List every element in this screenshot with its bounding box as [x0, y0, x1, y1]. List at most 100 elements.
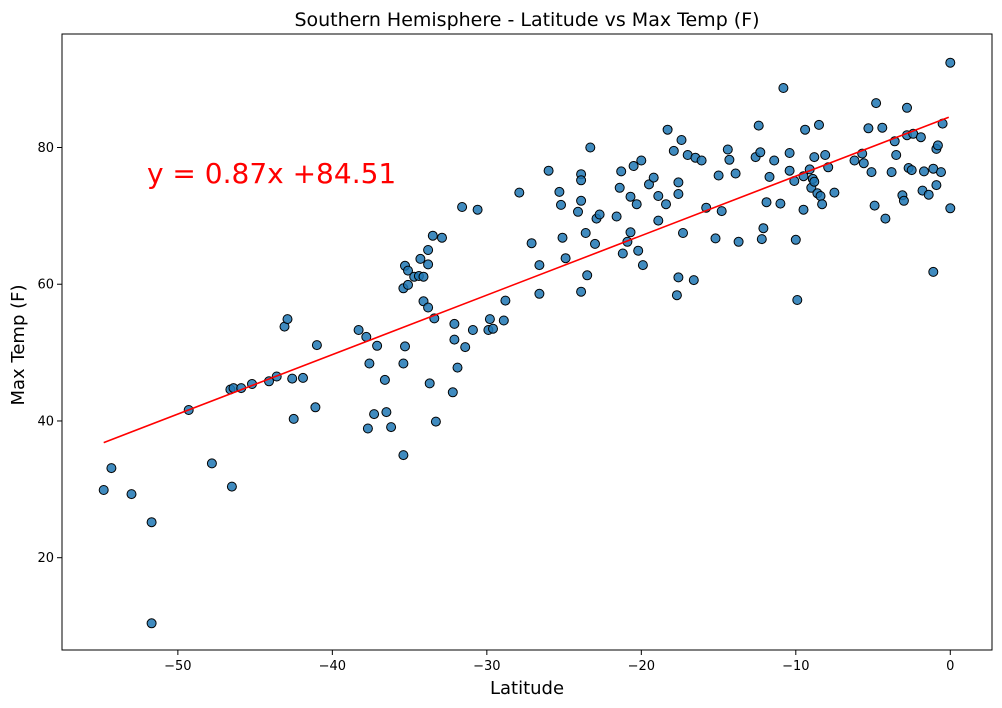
data-point [146, 618, 157, 629]
data-point [866, 167, 877, 178]
data-point [362, 423, 373, 434]
data-point [644, 179, 654, 190]
data-point [817, 199, 828, 210]
data-point [614, 182, 625, 193]
data-point [353, 325, 364, 335]
data-point [457, 202, 468, 212]
y-axis-label: Max Temp (F) [8, 284, 29, 405]
chart-title: Southern Hemisphere - Latitude vs Max Te… [294, 9, 759, 31]
data-point [863, 123, 874, 134]
data-point [298, 372, 308, 383]
data-point [430, 416, 441, 427]
points-layer [98, 57, 956, 629]
data-point [379, 374, 390, 385]
y-tick-label: 60 [37, 278, 54, 293]
data-point [418, 271, 429, 282]
data-point [792, 295, 803, 305]
data-point [849, 155, 860, 166]
data-point [936, 167, 946, 178]
data-point [662, 124, 673, 135]
data-point [758, 223, 769, 234]
data-point [386, 422, 397, 433]
data-point [287, 373, 298, 384]
x-tick-label: −10 [782, 659, 809, 674]
data-point [372, 340, 383, 351]
data-point [636, 155, 647, 166]
data-point [769, 155, 780, 166]
data-point [923, 189, 934, 200]
data-point [790, 234, 801, 245]
x-axis-ticks: −50 −40 −30 −20 −10 0 [164, 650, 954, 674]
data-point [945, 57, 956, 68]
data-point [576, 195, 587, 206]
data-point [98, 485, 109, 495]
data-point [678, 228, 688, 238]
data-point [891, 150, 902, 160]
x-tick-label: −50 [164, 659, 191, 674]
data-point [543, 165, 554, 176]
data-point [106, 463, 117, 474]
data-point [437, 232, 447, 243]
x-tick-label: 0 [946, 659, 954, 674]
data-point [617, 248, 628, 259]
data-point [919, 166, 929, 177]
data-point [364, 358, 375, 369]
regression-line [103, 116, 950, 444]
data-point [733, 236, 744, 247]
data-point [282, 314, 293, 325]
data-point [637, 260, 648, 271]
data-point [928, 266, 939, 277]
data-point [423, 245, 434, 255]
data-point [449, 334, 460, 345]
y-tick-label: 40 [37, 414, 54, 429]
data-point [206, 458, 217, 469]
data-point [484, 314, 495, 325]
data-point [467, 325, 478, 335]
data-point [724, 154, 735, 165]
data-point [472, 204, 483, 215]
x-tick-label: −30 [473, 659, 500, 674]
x-tick-label: −20 [628, 659, 655, 674]
plot-frame [61, 33, 993, 651]
data-point [673, 189, 684, 199]
data-point [576, 175, 587, 186]
data-point [631, 199, 642, 210]
data-point [653, 215, 664, 226]
y-tick-label: 80 [37, 141, 54, 156]
data-point [886, 167, 897, 178]
data-point [945, 203, 956, 214]
data-point [869, 200, 880, 211]
data-point [710, 233, 721, 244]
data-point [713, 170, 724, 181]
data-point [673, 177, 684, 188]
data-point [784, 148, 795, 158]
data-point [311, 340, 322, 351]
data-point [668, 145, 679, 156]
data-point [809, 176, 820, 187]
data-point [877, 122, 888, 133]
data-point [880, 213, 891, 224]
data-point [398, 450, 409, 461]
data-point [447, 387, 458, 398]
x-axis-label: Latitude [490, 678, 564, 699]
data-point [696, 155, 707, 166]
data-point [898, 195, 909, 206]
data-point [534, 288, 545, 299]
data-point [858, 158, 869, 169]
regression-layer [103, 116, 950, 444]
data-point [369, 409, 380, 420]
data-point [932, 140, 943, 151]
data-point [676, 135, 687, 145]
data-point [560, 253, 571, 264]
data-point [423, 259, 434, 270]
data-point [753, 120, 764, 131]
data-point [580, 228, 591, 238]
data-point [398, 358, 409, 369]
data-point [449, 318, 460, 329]
data-point [381, 407, 392, 418]
data-point [526, 238, 537, 249]
data-point [556, 199, 566, 210]
data-point [764, 171, 775, 182]
data-point [557, 232, 568, 243]
